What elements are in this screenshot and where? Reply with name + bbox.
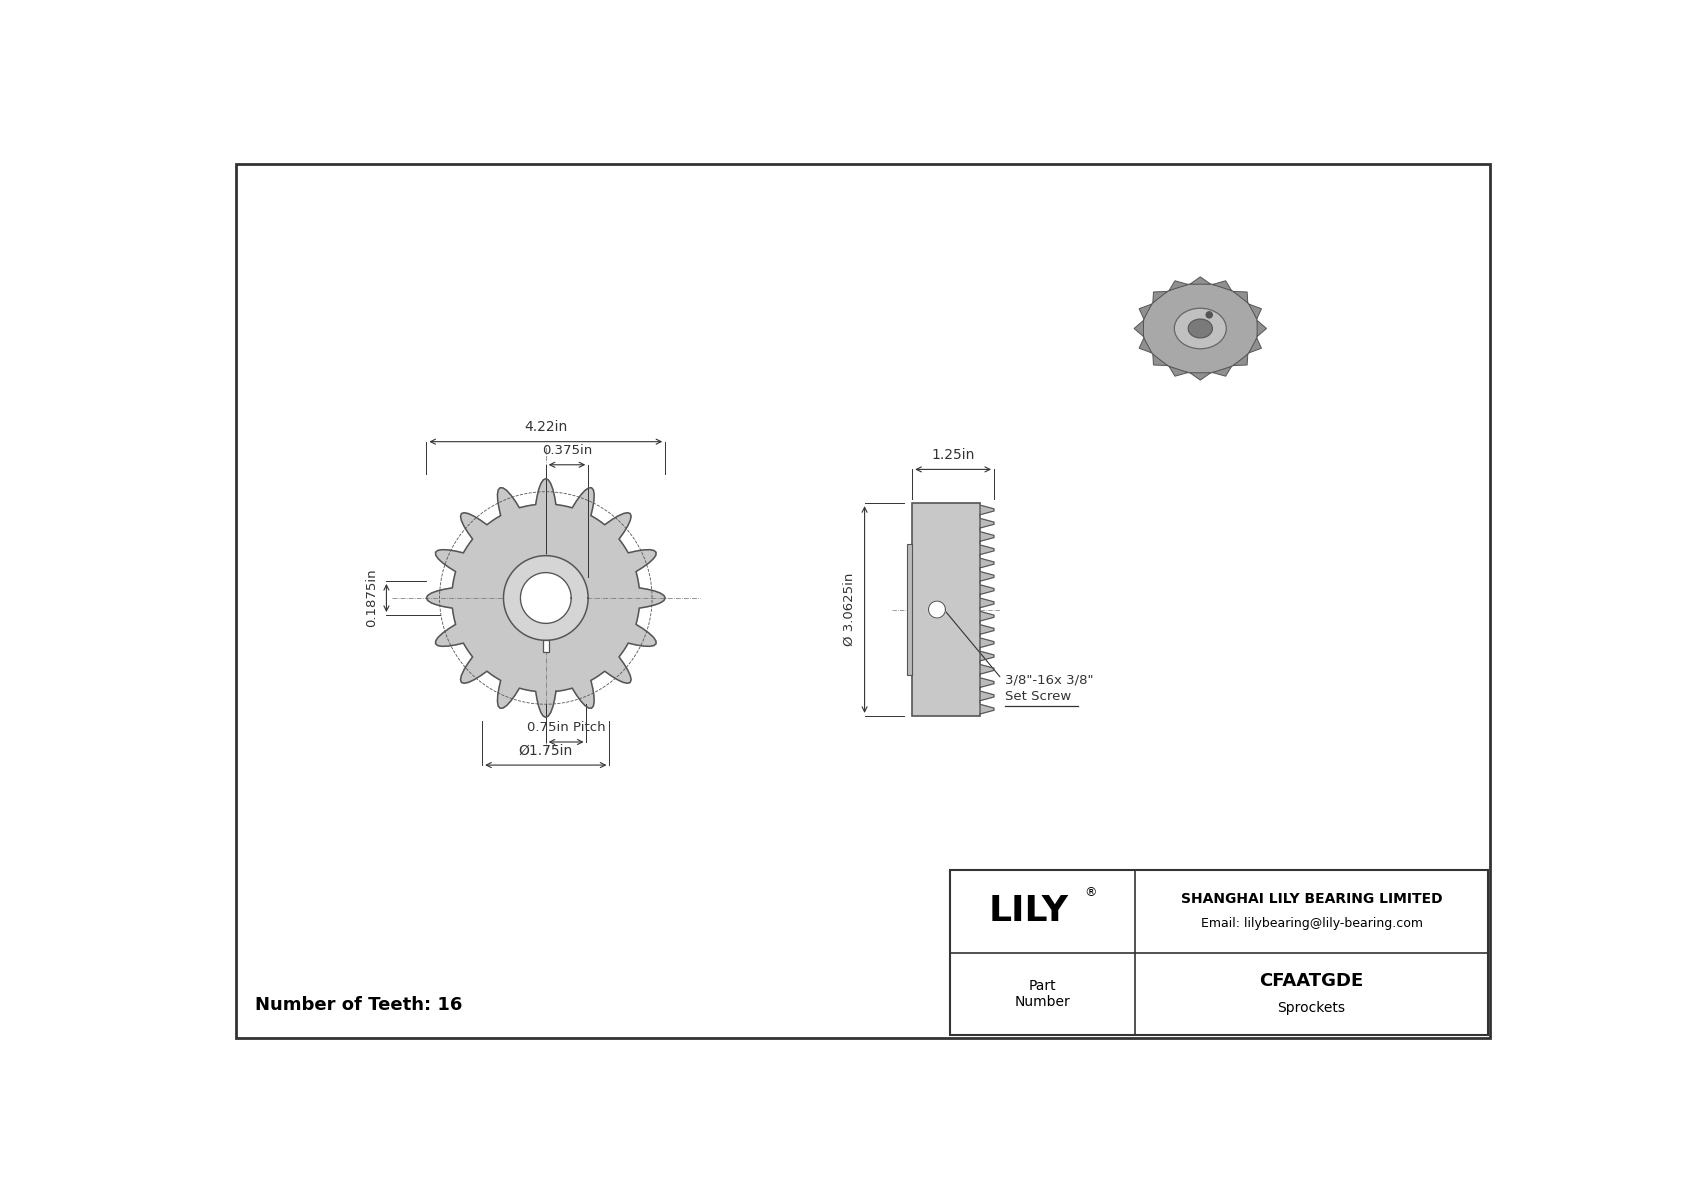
Polygon shape <box>980 638 994 648</box>
Bar <box>908 543 913 675</box>
Text: 1.25in: 1.25in <box>931 448 975 462</box>
Text: CFAATGDE: CFAATGDE <box>1260 972 1364 990</box>
Text: 0.1875in: 0.1875in <box>365 568 377 628</box>
Polygon shape <box>1138 338 1152 353</box>
Polygon shape <box>980 691 994 700</box>
Bar <box>950 869 1487 1035</box>
Polygon shape <box>1154 292 1167 303</box>
Polygon shape <box>980 572 994 581</box>
Polygon shape <box>980 611 994 621</box>
Ellipse shape <box>1142 283 1258 374</box>
Text: ®: ® <box>1084 886 1096 899</box>
Polygon shape <box>1212 281 1231 291</box>
Polygon shape <box>1250 338 1261 353</box>
Polygon shape <box>504 556 588 641</box>
Polygon shape <box>1191 373 1211 380</box>
Polygon shape <box>426 479 665 717</box>
Polygon shape <box>1258 320 1266 337</box>
Polygon shape <box>928 601 945 618</box>
Text: 0.75in Pitch: 0.75in Pitch <box>527 722 606 735</box>
Polygon shape <box>980 559 994 568</box>
Polygon shape <box>980 531 994 541</box>
Polygon shape <box>1233 292 1248 303</box>
Text: 0.375in: 0.375in <box>542 444 593 457</box>
Polygon shape <box>980 665 994 674</box>
Text: 3/8"-16x 3/8": 3/8"-16x 3/8" <box>1005 674 1093 686</box>
Polygon shape <box>980 505 994 515</box>
Polygon shape <box>980 704 994 713</box>
Polygon shape <box>1169 367 1189 376</box>
Polygon shape <box>980 651 994 661</box>
Text: Sprockets: Sprockets <box>1278 1000 1346 1015</box>
Text: Ø 3.0625in: Ø 3.0625in <box>844 573 855 647</box>
Circle shape <box>1206 312 1212 318</box>
Ellipse shape <box>1189 319 1212 338</box>
Polygon shape <box>1191 276 1211 285</box>
Polygon shape <box>1169 281 1189 291</box>
Ellipse shape <box>1174 308 1226 349</box>
Text: 4.22in: 4.22in <box>524 420 568 434</box>
Polygon shape <box>1138 304 1152 319</box>
Text: Email: lilybearing@lily-bearing.com: Email: lilybearing@lily-bearing.com <box>1201 917 1423 930</box>
Polygon shape <box>1133 320 1143 337</box>
Text: SHANGHAI LILY BEARING LIMITED: SHANGHAI LILY BEARING LIMITED <box>1180 892 1442 906</box>
Polygon shape <box>1233 354 1248 366</box>
Polygon shape <box>1250 304 1261 319</box>
Bar <box>544 641 549 651</box>
Polygon shape <box>980 518 994 528</box>
Polygon shape <box>980 585 994 594</box>
Text: Number of Teeth: 16: Number of Teeth: 16 <box>254 996 461 1014</box>
Polygon shape <box>980 625 994 635</box>
Text: Ø1.75in: Ø1.75in <box>519 743 573 757</box>
Polygon shape <box>980 598 994 607</box>
Bar <box>913 504 980 716</box>
Polygon shape <box>520 573 571 623</box>
Text: LILY: LILY <box>989 894 1069 928</box>
Text: Part
Number: Part Number <box>1015 979 1071 1009</box>
Text: Set Screw: Set Screw <box>1005 691 1071 704</box>
Polygon shape <box>1154 354 1167 366</box>
Polygon shape <box>980 545 994 555</box>
Polygon shape <box>980 678 994 687</box>
Polygon shape <box>1212 367 1231 376</box>
